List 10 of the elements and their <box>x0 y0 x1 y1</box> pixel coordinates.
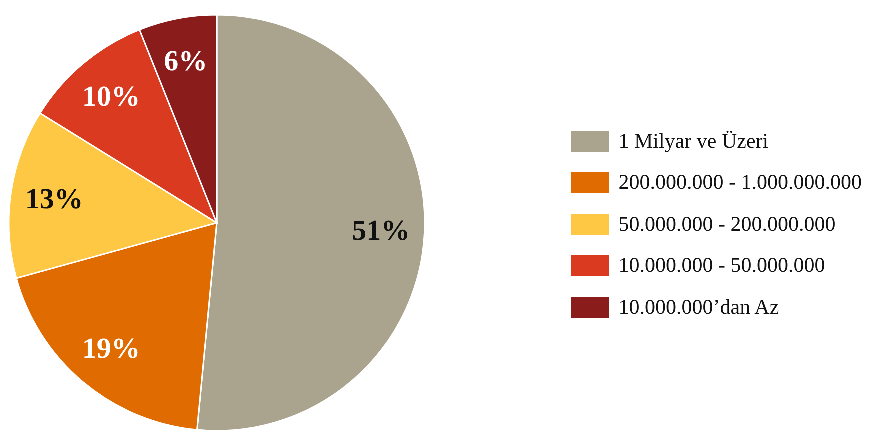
legend-label: 10.000.000’dan Az <box>618 294 780 320</box>
legend-label: 1 Milyar ve Üzeri <box>618 128 769 154</box>
data-label: 51% <box>352 214 410 247</box>
data-label: 19% <box>82 332 140 365</box>
legend-label: 50.000.000 - 200.000.000 <box>618 212 836 236</box>
legend-label: 10.000.000 - 50.000.000 <box>618 253 826 278</box>
data-label: 10% <box>82 81 140 114</box>
data-label: 6% <box>164 46 208 78</box>
legend-label: 200.000.000 - 1.000.000.000 <box>618 170 862 195</box>
data-label: 13% <box>25 184 84 216</box>
